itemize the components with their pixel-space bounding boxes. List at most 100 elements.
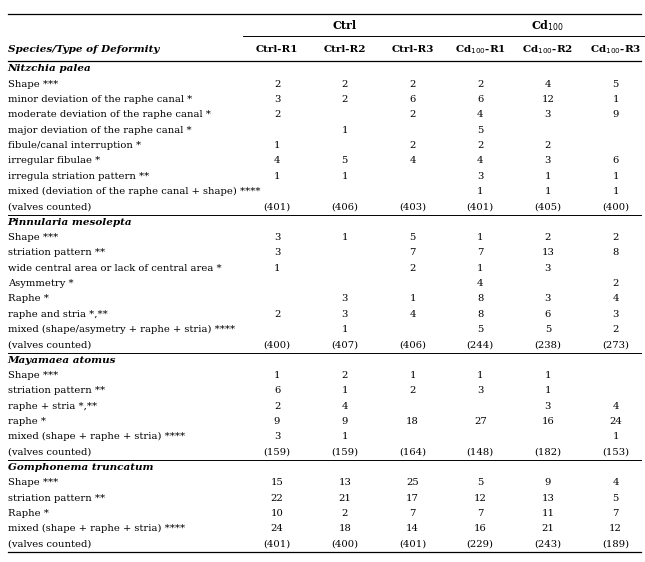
Text: 1: 1 (477, 187, 484, 196)
Text: 4: 4 (612, 478, 619, 487)
Text: (403): (403) (399, 202, 426, 211)
Text: 3: 3 (342, 294, 348, 303)
Text: Ctrl: Ctrl (333, 20, 357, 31)
Text: Shape ***: Shape *** (8, 233, 58, 242)
Text: 4: 4 (273, 156, 281, 165)
Text: 2: 2 (410, 110, 415, 119)
Text: Raphe *: Raphe * (8, 294, 48, 303)
Text: Cd$_{100}$: Cd$_{100}$ (531, 19, 564, 33)
Text: (401): (401) (466, 202, 494, 211)
Text: 6: 6 (410, 95, 415, 104)
Text: 1: 1 (273, 172, 281, 181)
Text: 6: 6 (545, 310, 551, 319)
Text: (400): (400) (263, 341, 291, 350)
Text: 25: 25 (406, 478, 419, 487)
Text: (407): (407) (331, 341, 359, 350)
Text: (159): (159) (263, 448, 291, 457)
Text: 3: 3 (545, 264, 551, 273)
Text: 16: 16 (474, 524, 486, 533)
Text: 22: 22 (271, 494, 283, 503)
Text: Species/Type of Deformity: Species/Type of Deformity (8, 45, 159, 54)
Text: moderate deviation of the raphe canal *: moderate deviation of the raphe canal * (8, 110, 211, 119)
Text: 1: 1 (612, 432, 619, 441)
Text: (valves counted): (valves counted) (8, 202, 91, 211)
Text: 1: 1 (477, 233, 484, 242)
Text: 3: 3 (274, 95, 280, 104)
Text: (164): (164) (399, 448, 426, 457)
Text: major deviation of the raphe canal *: major deviation of the raphe canal * (8, 126, 192, 135)
Text: fibule/canal interruption *: fibule/canal interruption * (8, 141, 141, 150)
Text: raphe *: raphe * (8, 417, 46, 426)
Text: irregula striation pattern **: irregula striation pattern ** (8, 172, 149, 181)
Text: (148): (148) (466, 448, 494, 457)
Text: wide central area or lack of central area *: wide central area or lack of central are… (8, 264, 221, 273)
Text: 12: 12 (474, 494, 486, 503)
Text: 3: 3 (342, 310, 348, 319)
Text: 4: 4 (612, 402, 619, 411)
Text: (valves counted): (valves counted) (8, 540, 91, 549)
Text: striation pattern **: striation pattern ** (8, 494, 105, 503)
Text: Cd$_{100}$-R2: Cd$_{100}$-R2 (522, 43, 573, 56)
Text: 3: 3 (274, 233, 280, 242)
Text: 24: 24 (610, 417, 622, 426)
Text: 2: 2 (342, 95, 348, 104)
Text: 13: 13 (542, 494, 554, 503)
Text: 3: 3 (545, 156, 551, 165)
Text: 2: 2 (410, 264, 415, 273)
Text: (405): (405) (534, 202, 562, 211)
Text: Shape ***: Shape *** (8, 371, 58, 380)
Text: 1: 1 (544, 172, 551, 181)
Text: (229): (229) (467, 540, 493, 549)
Text: Ctrl-R2: Ctrl-R2 (324, 45, 366, 54)
Text: (153): (153) (602, 448, 630, 457)
Text: mixed (shape + raphe + stria) ****: mixed (shape + raphe + stria) **** (8, 432, 185, 442)
Text: 6: 6 (274, 387, 280, 396)
Text: (189): (189) (602, 540, 630, 549)
Text: 1: 1 (341, 325, 348, 334)
Text: 5: 5 (477, 478, 483, 487)
Text: (182): (182) (534, 448, 562, 457)
Text: 7: 7 (477, 509, 483, 518)
Text: 18: 18 (339, 524, 351, 533)
Text: 1: 1 (341, 126, 348, 135)
Text: 3: 3 (477, 172, 483, 181)
Text: 2: 2 (274, 80, 280, 89)
Text: 1: 1 (409, 294, 416, 303)
Text: 3: 3 (613, 310, 619, 319)
Text: 13: 13 (339, 478, 351, 487)
Text: 5: 5 (342, 156, 348, 165)
Text: 9: 9 (342, 417, 348, 426)
Text: 1: 1 (341, 172, 348, 181)
Text: 5: 5 (613, 80, 619, 89)
Text: striation pattern **: striation pattern ** (8, 387, 105, 396)
Text: 2: 2 (410, 141, 415, 150)
Text: Ctrl-R1: Ctrl-R1 (256, 45, 298, 54)
Text: 1: 1 (409, 371, 416, 380)
Text: (406): (406) (399, 341, 426, 350)
Text: 9: 9 (545, 478, 551, 487)
Text: 7: 7 (477, 248, 483, 257)
Text: 15: 15 (271, 478, 283, 487)
Text: 1: 1 (477, 371, 484, 380)
Text: (159): (159) (331, 448, 359, 457)
Text: 3: 3 (274, 248, 280, 257)
Text: 1: 1 (544, 187, 551, 196)
Text: Shape ***: Shape *** (8, 478, 58, 487)
Text: 3: 3 (545, 110, 551, 119)
Text: 2: 2 (342, 371, 348, 380)
Text: 3: 3 (477, 387, 483, 396)
Text: (400): (400) (331, 540, 359, 549)
Text: mixed (shape/asymetry + raphe + stria) ****: mixed (shape/asymetry + raphe + stria) *… (8, 325, 235, 334)
Text: 24: 24 (271, 524, 283, 533)
Text: 7: 7 (410, 248, 415, 257)
Text: 4: 4 (544, 80, 551, 89)
Text: raphe + stria *,**: raphe + stria *,** (8, 402, 97, 411)
Text: 1: 1 (544, 387, 551, 396)
Text: (401): (401) (399, 540, 426, 549)
Text: 14: 14 (406, 524, 419, 533)
Text: 2: 2 (545, 233, 551, 242)
Text: 13: 13 (542, 248, 554, 257)
Text: (244): (244) (466, 341, 494, 350)
Text: 1: 1 (341, 387, 348, 396)
Text: 21: 21 (542, 524, 554, 533)
